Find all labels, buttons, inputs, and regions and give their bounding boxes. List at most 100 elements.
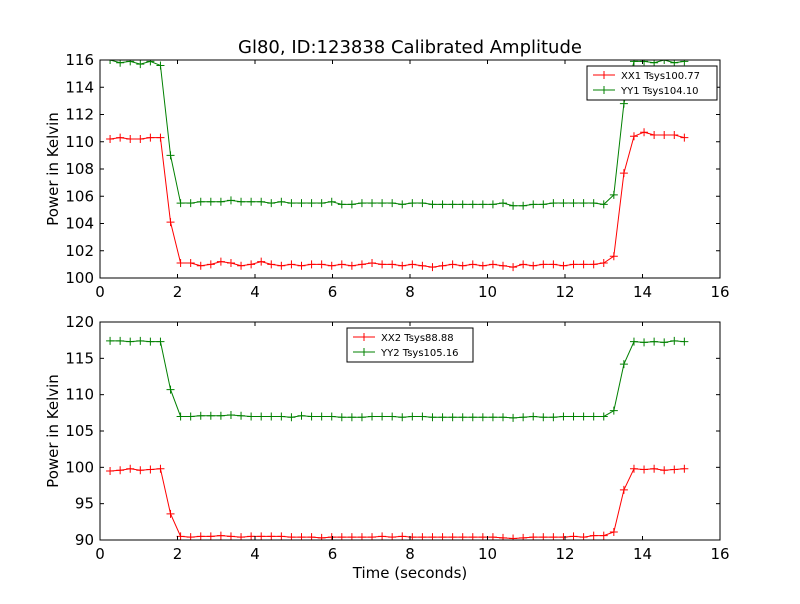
data-point <box>378 412 387 421</box>
data-point <box>378 532 387 540</box>
data-point <box>418 412 427 421</box>
series-line <box>110 131 685 268</box>
data-point <box>609 252 618 261</box>
x-tick-label: 4 <box>250 545 260 563</box>
y-tick-label: 100 <box>65 269 94 287</box>
data-point <box>619 169 628 178</box>
legend: XX1 Tsys100.77 YY1 Tsys104.10 <box>586 65 718 101</box>
data-point <box>247 412 256 421</box>
data-point <box>388 199 397 208</box>
legend-box <box>346 327 474 363</box>
y-tick-label: 90 <box>75 531 94 549</box>
data-point <box>468 413 477 422</box>
data-point <box>488 260 497 269</box>
legend-box <box>586 65 718 101</box>
data-point <box>116 466 125 475</box>
x-tick-label: 4 <box>250 283 260 301</box>
data-point <box>368 259 377 268</box>
data-point <box>226 196 235 205</box>
data-point <box>589 412 598 421</box>
y-tick-label: 100 <box>65 458 94 476</box>
data-point <box>146 337 155 346</box>
data-point <box>428 413 437 422</box>
data-point <box>539 413 548 422</box>
data-point <box>156 133 165 142</box>
data-point <box>287 413 296 422</box>
data-point <box>166 385 175 394</box>
data-point <box>519 413 528 422</box>
data-point <box>438 200 447 209</box>
data-point <box>237 261 246 270</box>
data-point <box>146 60 155 66</box>
data-point <box>428 200 437 209</box>
data-point <box>206 411 215 420</box>
y-tick-label: 102 <box>65 242 94 260</box>
data-point <box>216 197 225 206</box>
data-point <box>640 60 649 66</box>
data-point <box>458 200 467 209</box>
data-point <box>650 130 659 139</box>
data-point <box>136 466 145 475</box>
data-point <box>126 135 135 144</box>
data-point <box>660 130 669 139</box>
data-point <box>499 199 507 208</box>
y-tick-label: 110 <box>65 386 94 404</box>
data-point <box>297 199 306 208</box>
data-point <box>186 199 195 208</box>
x-tick-label: 0 <box>95 545 105 563</box>
data-point <box>398 413 407 422</box>
data-point <box>509 263 518 272</box>
y-axis-label: Power in Kelvin <box>44 112 62 226</box>
data-point <box>216 531 225 540</box>
data-point <box>357 199 366 208</box>
data-point <box>458 261 467 270</box>
data-point <box>206 532 215 540</box>
x-tick-label: 14 <box>633 545 652 563</box>
data-point <box>559 199 568 208</box>
data-point <box>297 261 306 270</box>
x-tick-label: 14 <box>633 283 652 301</box>
data-point <box>569 199 578 208</box>
data-point <box>670 465 679 474</box>
data-point <box>388 260 397 269</box>
data-point <box>670 130 679 139</box>
data-point <box>317 412 326 421</box>
data-point <box>660 466 669 475</box>
data-point <box>640 465 649 474</box>
data-point <box>640 338 649 347</box>
data-point <box>438 413 447 422</box>
data-point <box>226 532 235 540</box>
data-point <box>599 200 608 209</box>
data-point <box>216 411 225 420</box>
x-tick-label: 10 <box>478 545 497 563</box>
legend-swatch-marker <box>360 348 368 356</box>
data-point <box>156 61 165 70</box>
data-point <box>609 406 618 415</box>
data-point <box>579 260 588 269</box>
data-point <box>388 412 397 421</box>
y-tick-label: 116 <box>65 51 94 69</box>
data-point <box>488 200 497 209</box>
data-point <box>619 360 628 369</box>
x-tick-label: 10 <box>478 283 497 301</box>
data-point <box>226 411 235 420</box>
data-point <box>579 412 588 421</box>
data-point <box>226 259 235 268</box>
data-point <box>680 133 689 142</box>
data-point <box>126 464 135 473</box>
data-point <box>378 260 387 269</box>
data-point <box>660 338 669 347</box>
data-point <box>307 260 316 269</box>
data-point <box>106 466 115 475</box>
legend-label: XX2 Tsys88.88 <box>381 333 454 344</box>
data-point <box>599 531 608 540</box>
subplot-1: 0 2 4 6 8 10 12 14 16 100 102 104 106 108 110 112 114 116… <box>44 51 730 301</box>
y-tick-label: 114 <box>65 78 94 96</box>
data-point <box>499 533 507 540</box>
data-point <box>418 261 427 270</box>
data-point <box>629 60 638 66</box>
data-point <box>337 413 346 422</box>
data-point <box>216 257 225 266</box>
data-point <box>478 200 487 209</box>
